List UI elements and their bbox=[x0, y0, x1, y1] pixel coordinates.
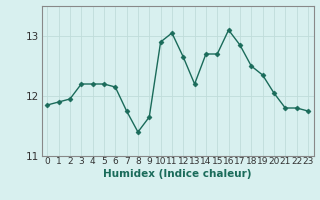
X-axis label: Humidex (Indice chaleur): Humidex (Indice chaleur) bbox=[103, 169, 252, 179]
